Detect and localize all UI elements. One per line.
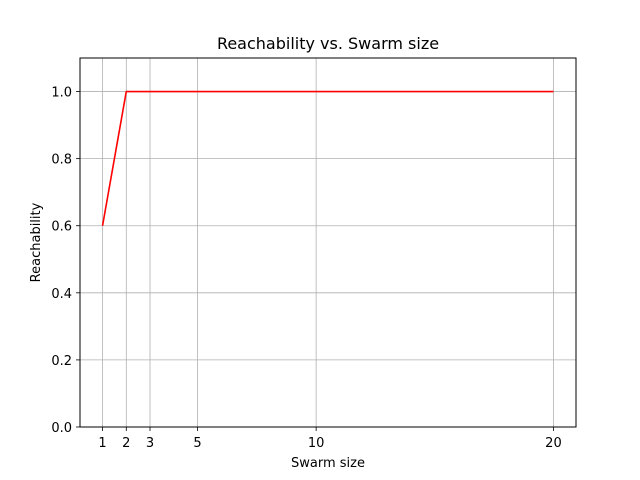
x-axis-label: Swarm size — [291, 456, 365, 471]
y-ticks: 0.0 0.2 0.4 0.6 0.8 1.0 — [51, 86, 80, 436]
grid-lines — [80, 58, 576, 428]
y-tick-label: 0.6 — [51, 220, 72, 235]
y-tick-label: 1.0 — [51, 86, 72, 101]
x-tick-label: 3 — [146, 436, 154, 451]
series-layer — [101, 90, 554, 226]
x-tick-label: 10 — [308, 436, 325, 451]
y-tick-label: 0.4 — [51, 287, 72, 302]
series-line — [101, 90, 554, 226]
axes-frame — [79, 57, 577, 428]
x-ticks: 1 2 3 5 10 20 — [98, 427, 562, 451]
x-tick-label: 20 — [545, 436, 562, 451]
y-tick-label: 0.8 — [51, 153, 72, 168]
y-tick-label: 0.0 — [51, 421, 72, 436]
x-tick-label: 2 — [122, 436, 130, 451]
x-tick-label: 1 — [98, 436, 106, 451]
chart-title: Reachability vs. Swarm size — [217, 34, 439, 53]
y-tick-label: 0.2 — [51, 354, 72, 369]
x-tick-label: 5 — [193, 436, 201, 451]
y-axis-label: Reachability — [29, 202, 44, 282]
